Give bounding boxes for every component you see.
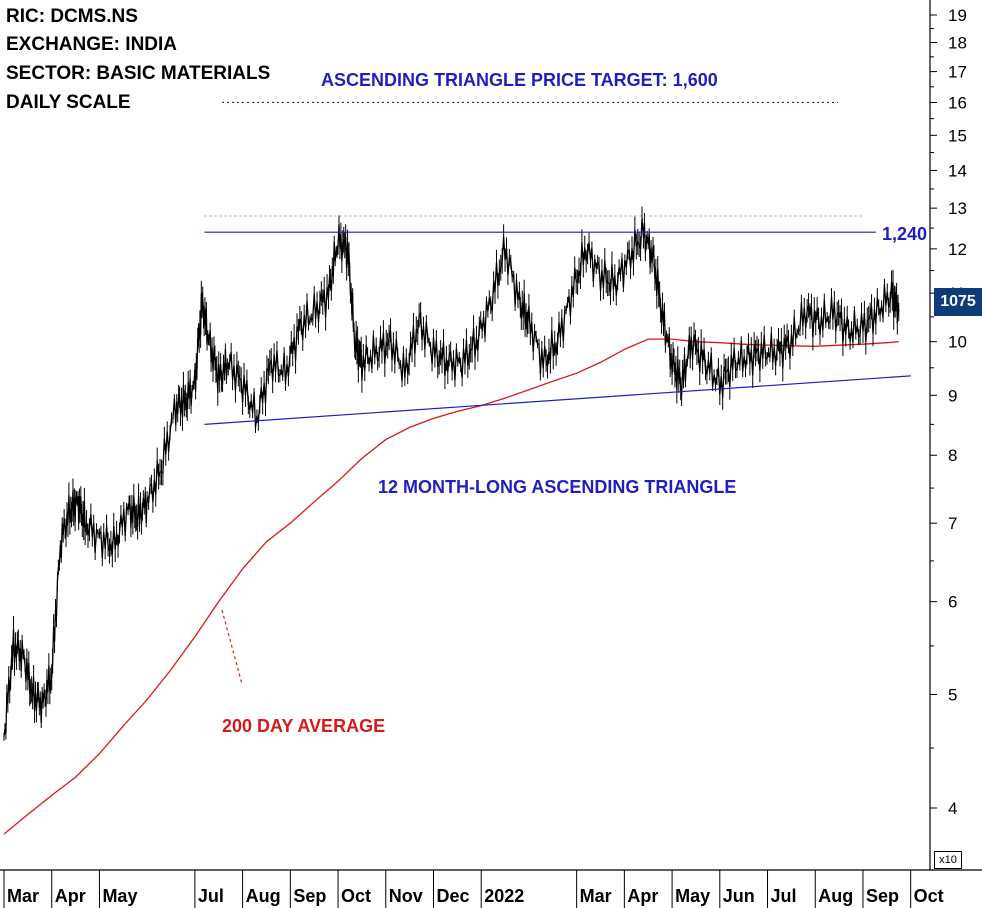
x-tick-label: Aug	[818, 886, 853, 906]
x-tick-label: Sep	[293, 886, 326, 906]
x-tick-label: Mar	[580, 886, 612, 906]
y-tick-label: 13	[948, 199, 967, 218]
y-tick-label: 16	[948, 93, 967, 112]
y-tick-label: 15	[948, 126, 967, 145]
y-tick-label: 10	[948, 333, 967, 352]
y-tick-label: 14	[948, 161, 967, 180]
x-axis: Mar Apr May Jul Aug Sep Oct Nov Dec 2022 Mar Apr May…	[3, 870, 944, 908]
y-tick-label: 8	[948, 446, 957, 465]
ma-annotation: 200 DAY AVERAGE	[222, 716, 386, 736]
last-price-badge: 1075	[934, 288, 982, 316]
price-target-annotation: ASCENDING TRIANGLE PRICE TARGET: 1,600	[321, 70, 718, 90]
x-tick-label: Aug	[246, 886, 281, 906]
x-tick-label: Jun	[723, 886, 755, 906]
y-tick-label: 6	[948, 593, 957, 612]
ma200-series	[3, 338, 899, 835]
exchange-label: EXCHANGE: INDIA	[6, 34, 178, 55]
x-tick-label: May	[102, 886, 137, 906]
scale-multiplier-badge: x10	[934, 851, 962, 869]
x-tick-label: Apr	[55, 886, 86, 906]
x-tick-label: Oct	[914, 886, 944, 906]
chart-frame	[0, 0, 982, 871]
y-tick-label: 12	[948, 240, 967, 259]
sector-label: SECTOR: BASIC MATERIALS	[6, 63, 271, 84]
y-tick-label: 9	[948, 386, 957, 405]
pattern-annotation: 12 MONTH-LONG ASCENDING TRIANGLE	[378, 477, 737, 497]
x-tick-label: Sep	[866, 886, 899, 906]
x-tick-label: Apr	[627, 886, 658, 906]
support-trendline	[204, 375, 911, 425]
x-tick-label: Dec	[436, 886, 469, 906]
x-tick-label: Jul	[198, 886, 224, 906]
x-tick-label: Nov	[389, 886, 423, 906]
y-tick-label: 18	[948, 34, 967, 53]
x-tick-label: 2022	[484, 886, 524, 906]
y-tick-label: 4	[948, 799, 957, 818]
y-tick-label: 19	[948, 6, 967, 25]
x-tick-label: Oct	[341, 886, 371, 906]
x-tick-label: Mar	[7, 886, 39, 906]
y-tick-label: 17	[948, 63, 967, 82]
x-tick-label: May	[675, 886, 710, 906]
price-series	[3, 206, 900, 741]
ric-label: RIC: DCMS.NS	[6, 6, 138, 27]
resistance-level-label: 1,240	[882, 224, 928, 244]
y-tick-label: 7	[948, 514, 957, 533]
trendlines	[204, 101, 911, 685]
x-tick-label: Jul	[771, 886, 797, 906]
ma200-line	[3, 338, 899, 835]
y-tick-label: 5	[948, 685, 957, 704]
ma-annotation-pointer	[221, 609, 243, 685]
y-axis: 19181716151413121110987654	[930, 6, 967, 818]
scale-label: DAILY SCALE	[6, 92, 131, 113]
